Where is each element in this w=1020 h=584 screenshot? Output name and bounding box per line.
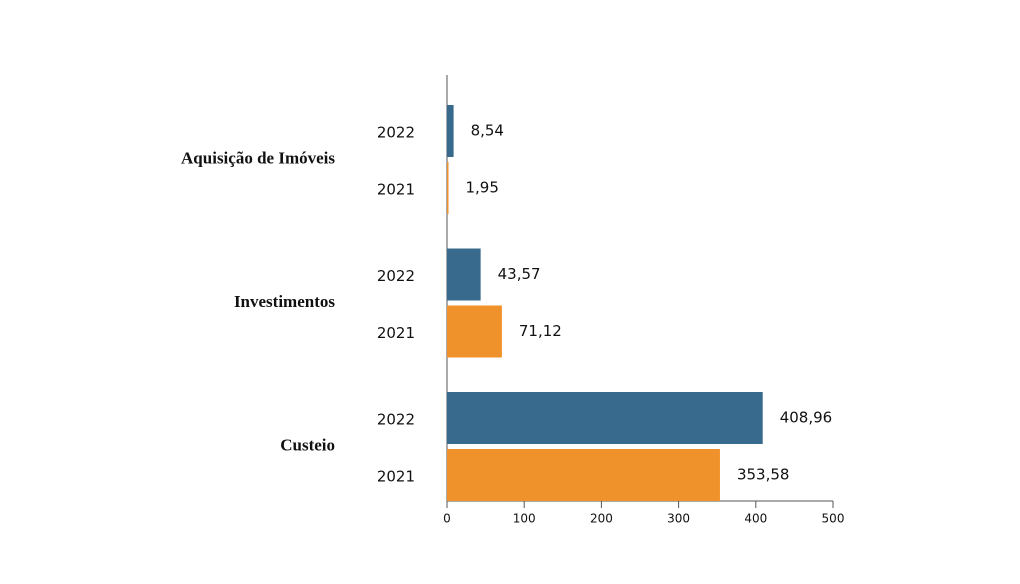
bar <box>447 305 502 358</box>
bar <box>447 105 454 157</box>
value-label: 43,57 <box>498 265 541 283</box>
bar <box>447 392 763 444</box>
value-label: 8,54 <box>471 122 504 140</box>
value-label: 353,58 <box>737 466 790 484</box>
x-tick-label: 200 <box>590 512 613 526</box>
series-label: 2022 <box>377 411 415 429</box>
x-tick-label: 100 <box>513 512 536 526</box>
category-label: Custeio <box>280 435 335 454</box>
series-label: 2021 <box>377 324 415 342</box>
bar <box>447 449 720 501</box>
bar <box>447 248 481 301</box>
value-label: 408,96 <box>780 409 833 427</box>
x-tick-label: 400 <box>744 512 767 526</box>
series-label: 2022 <box>377 267 415 285</box>
x-tick-label: 300 <box>667 512 690 526</box>
value-label: 71,12 <box>519 322 562 340</box>
x-tick-label: 500 <box>822 512 845 526</box>
series-label: 2021 <box>377 181 415 199</box>
x-tick-label: 0 <box>443 512 451 526</box>
series-label: 2022 <box>377 124 415 142</box>
value-label: 1,95 <box>466 179 499 197</box>
series-label: 2021 <box>377 468 415 486</box>
category-label: Investimentos <box>234 292 335 311</box>
category-label: Aquisição de Imóveis <box>181 148 335 167</box>
bar <box>447 162 449 214</box>
